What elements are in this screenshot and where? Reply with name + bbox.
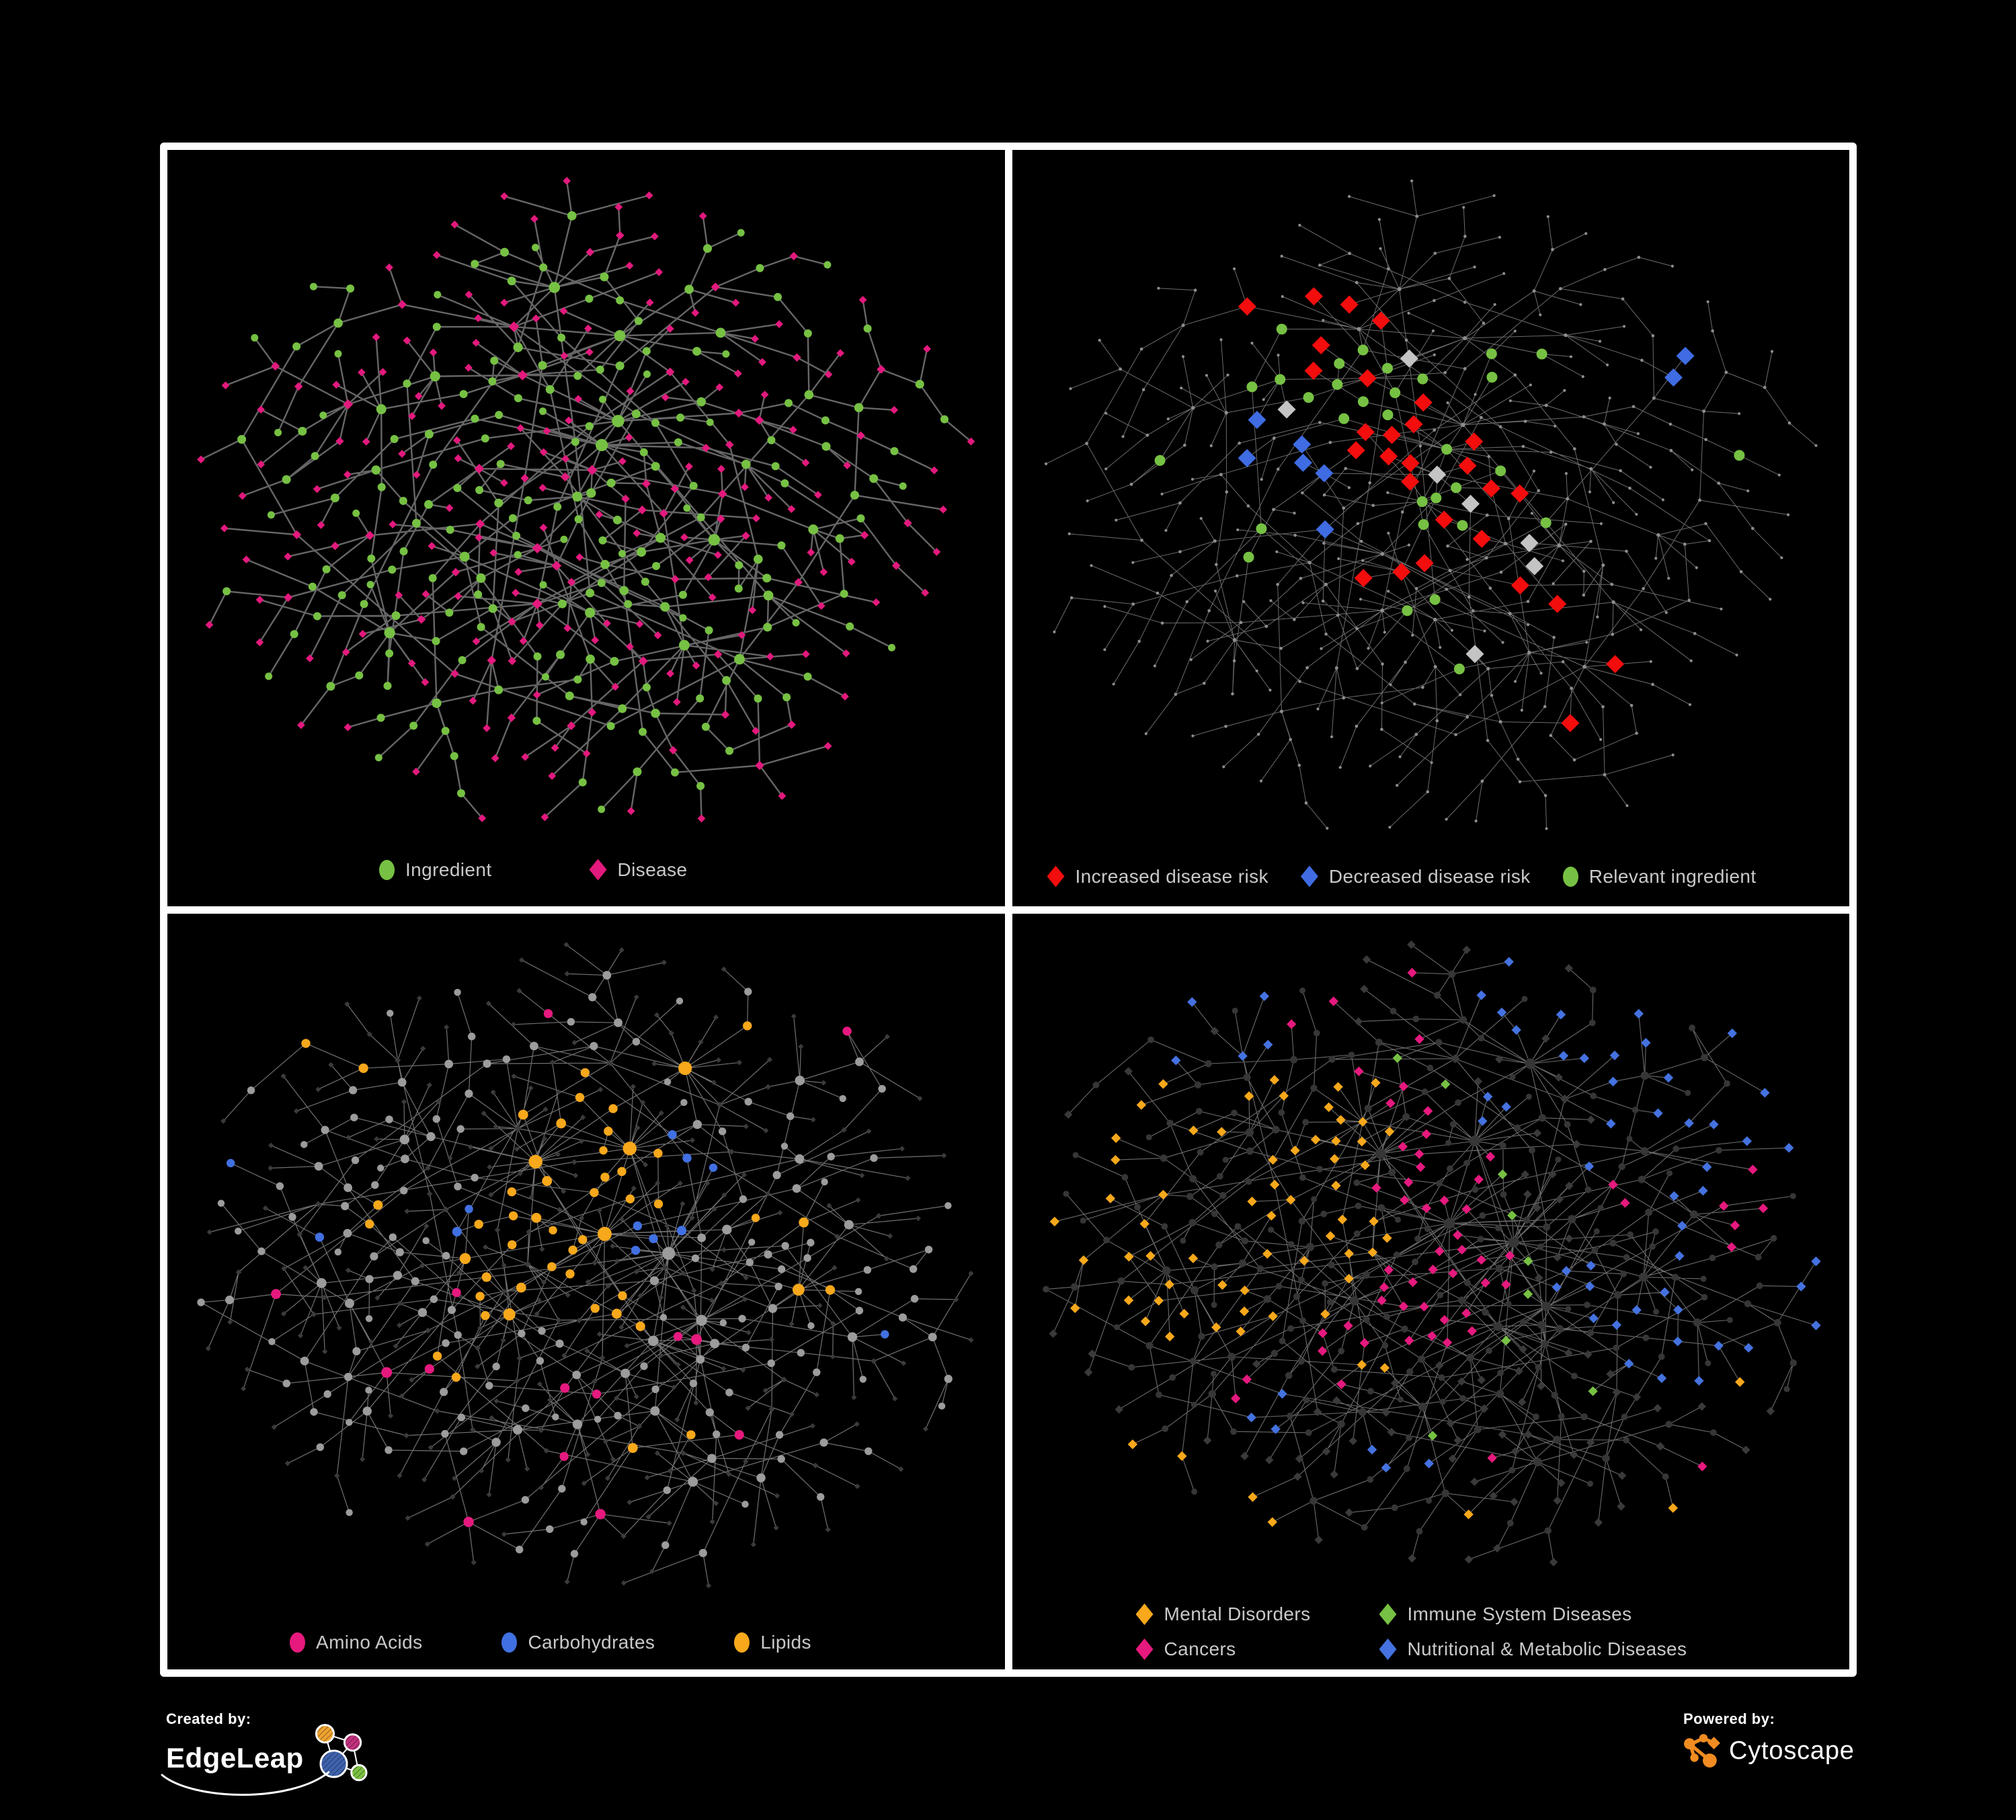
- network-edges: [200, 180, 972, 820]
- network-nodes: [1044, 179, 1818, 830]
- edgeleap-wordmark: EdgeLeap: [166, 1742, 304, 1774]
- panel-ingredient-disease: Ingredient Disease: [167, 150, 1005, 906]
- legend-label: Decreased disease risk: [1328, 865, 1531, 887]
- legend-label: Amino Acids: [316, 1632, 423, 1653]
- legend-item: Carbohydrates: [501, 1632, 655, 1653]
- panel-disease-risk: Increased disease risk Decreased disease …: [1012, 150, 1849, 906]
- legend-item: Cancers: [1135, 1638, 1379, 1660]
- network-edges: [200, 943, 972, 1586]
- diamond-marker: [1047, 865, 1065, 887]
- network-highlight-nodes: [1154, 287, 1744, 732]
- cytoscape-logo-icon: [1684, 1734, 1720, 1768]
- legend-disease-risk: Increased disease risk Decreased disease …: [1047, 865, 1757, 887]
- legend-item: Decreased disease risk: [1300, 865, 1531, 887]
- legend-nutrient-classes: Amino Acids Carbohydrates Lipids: [290, 1632, 811, 1653]
- ellipse-marker: [1562, 866, 1578, 887]
- legend-item: Disease: [589, 859, 688, 881]
- network-nodes: [1042, 940, 1797, 1567]
- diamond-marker: [1135, 1638, 1154, 1660]
- legend-item: Increased disease risk: [1047, 865, 1268, 887]
- ellipse-marker: [290, 1632, 305, 1653]
- legend-disease-classes: Mental Disorders Immune System Diseases Ca…: [1135, 1604, 1687, 1660]
- legend-label: Disease: [617, 859, 688, 880]
- diamond-marker: [1135, 1604, 1154, 1625]
- legend-label: Ingredient: [405, 859, 492, 880]
- network-highlight-nodes: [226, 1008, 889, 1527]
- legend-item: Relevant ingredient: [1562, 865, 1757, 887]
- network-edges: [1045, 943, 1816, 1562]
- legend-item: Mental Disorders: [1135, 1604, 1379, 1625]
- created-by-block: Created by: EdgeLeap: [161, 1710, 376, 1811]
- panel-nutrient-classes: Amino Acids Carbohydrates Lipids: [167, 913, 1005, 1669]
- legend-item: Amino Acids: [290, 1632, 422, 1653]
- ellipse-marker: [734, 1632, 750, 1653]
- ellipse-marker: [501, 1632, 518, 1653]
- network-edges: [1045, 180, 1816, 829]
- diamond-marker: [1300, 865, 1318, 887]
- legend-label: Mental Disorders: [1164, 1604, 1311, 1624]
- edgeleap-swoosh-icon: [161, 1771, 330, 1796]
- cytoscape-wordmark: Cytoscape: [1729, 1736, 1855, 1765]
- network-nodes: [197, 941, 974, 1588]
- legend-item: Ingredient: [379, 859, 492, 881]
- panel-grid: Ingredient Disease Increased disease risk…: [160, 143, 1857, 1677]
- network-graph-disease-classes: [1042, 940, 1821, 1567]
- edgeleap-logo: EdgeLeap: [161, 1724, 376, 1811]
- diamond-marker: [1379, 1638, 1397, 1660]
- network-graph-nutrient-classes: [197, 941, 974, 1588]
- legend-item: Immune System Diseases: [1379, 1604, 1687, 1625]
- diamond-marker: [1379, 1604, 1397, 1625]
- legend-label: Increased disease risk: [1075, 865, 1268, 887]
- legend-label: Carbohydrates: [528, 1632, 655, 1653]
- legend-item: Nutritional & Metabolic Diseases: [1379, 1638, 1687, 1660]
- legend-ingredient-disease: Ingredient Disease: [379, 859, 688, 881]
- legend-label: Cancers: [1164, 1638, 1236, 1659]
- created-by-label: Created by:: [166, 1710, 251, 1727]
- network-graph-disease-risk: [1044, 179, 1818, 830]
- edgeleap-logo-icon: [315, 1724, 368, 1782]
- powered-by-label: Powered by:: [1683, 1710, 1775, 1727]
- legend-label: Nutritional & Metabolic Diseases: [1407, 1638, 1687, 1659]
- powered-by-block: Powered by: Cytoscape: [1683, 1710, 1855, 1770]
- legend-label: Lipids: [760, 1632, 811, 1653]
- ellipse-marker: [379, 859, 395, 880]
- network-graph-ingredient-disease: [197, 177, 975, 823]
- legend-item: Lipids: [734, 1632, 811, 1653]
- cytoscape-logo: Cytoscape: [1683, 1732, 1855, 1770]
- legend-label: Relevant ingredient: [1588, 865, 1757, 887]
- network-nodes: [197, 177, 975, 823]
- diamond-marker: [589, 859, 607, 881]
- legend-label: Immune System Diseases: [1407, 1604, 1632, 1624]
- panel-disease-classes: Mental Disorders Immune System Diseases Ca…: [1012, 913, 1849, 1669]
